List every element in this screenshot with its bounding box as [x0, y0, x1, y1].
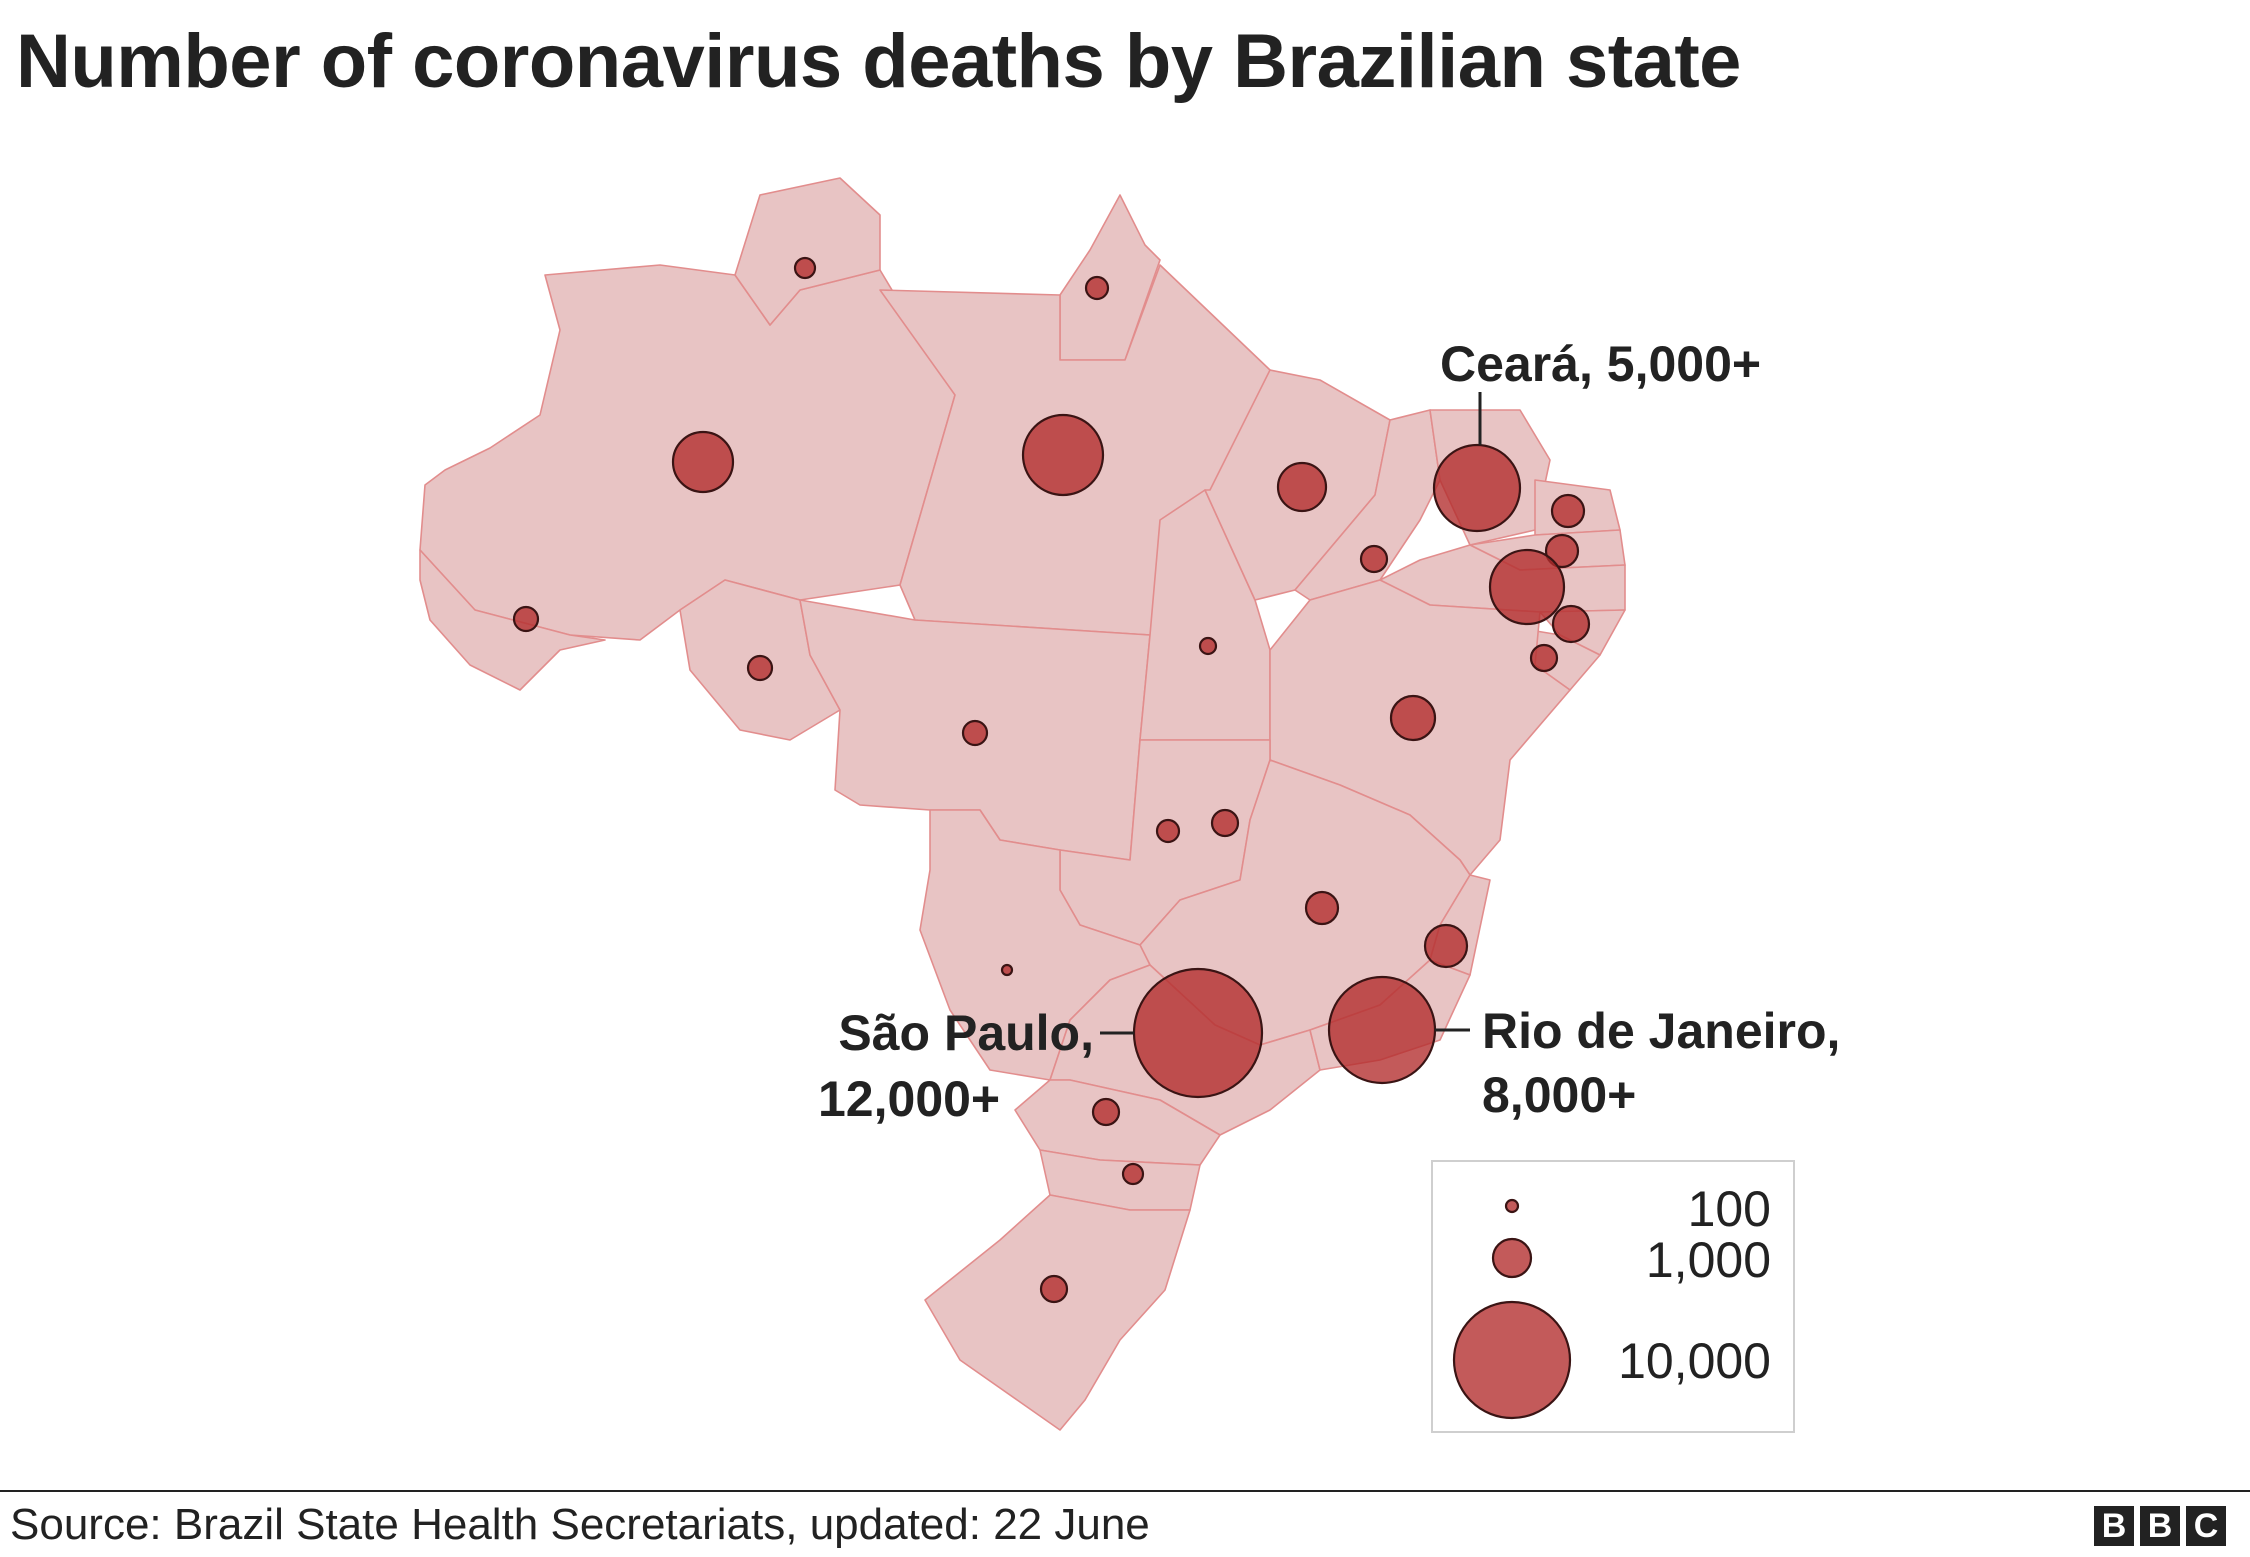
- bubble-bahia[interactable]: [1389, 694, 1437, 742]
- bubble-roraima[interactable]: [793, 256, 817, 280]
- bubble-piaui[interactable]: [1359, 544, 1389, 574]
- bbc-logo-letter-1: B: [2094, 1506, 2134, 1546]
- bbc-logo-letter-3: C: [2186, 1506, 2226, 1546]
- bubble-rondonia[interactable]: [746, 654, 774, 682]
- bubble-sergipe[interactable]: [1529, 643, 1559, 673]
- bubble-sao-paulo[interactable]: [1132, 967, 1264, 1099]
- bubble-parana[interactable]: [1091, 1097, 1121, 1127]
- legend-bubbles: [1452, 1198, 1572, 1420]
- ceara-label: Ceará, 5,000+: [1440, 336, 1761, 392]
- legend-label-100: 100: [1687, 1181, 1771, 1237]
- state-rio-grande-do-sul[interactable]: [924, 1194, 1191, 1431]
- bubble-mato-grosso[interactable]: [961, 719, 989, 747]
- rio-label-line1: Rio de Janeiro,: [1482, 1003, 1840, 1059]
- bubble-distrito-federal[interactable]: [1210, 808, 1240, 838]
- bubble-goias[interactable]: [1155, 818, 1181, 844]
- callouts-layer: Ceará, 5,000+ São Paulo, 12,000+ Rio de …: [818, 336, 1840, 1127]
- bubble-mato-grosso-do-sul[interactable]: [1000, 963, 1014, 977]
- bubble-rio-de-janeiro[interactable]: [1327, 975, 1437, 1085]
- state-roraima[interactable]: [734, 177, 881, 326]
- bubble-para[interactable]: [1021, 413, 1105, 497]
- legend-bubble-large: [1452, 1300, 1572, 1420]
- bubble-alagoas[interactable]: [1551, 604, 1591, 644]
- bubble-rio-grande-do-norte[interactable]: [1550, 493, 1586, 529]
- bubble-santa-catarina[interactable]: [1121, 1162, 1145, 1186]
- bubble-espirito-santo[interactable]: [1423, 923, 1469, 969]
- bubble-paraiba[interactable]: [1544, 533, 1580, 569]
- legend-bubble-medium: [1491, 1237, 1533, 1279]
- legend-label-10000: 10,000: [1618, 1333, 1771, 1389]
- legend-label-1000: 1,000: [1645, 1232, 1771, 1288]
- bubble-ceara[interactable]: [1432, 443, 1522, 533]
- bubble-amazonas[interactable]: [671, 430, 735, 494]
- bubble-amapa[interactable]: [1084, 275, 1110, 301]
- legend-bubble-small: [1504, 1198, 1520, 1214]
- bubbles-layer: [512, 256, 1591, 1304]
- bubble-maranhao[interactable]: [1276, 461, 1328, 513]
- source-note: Source: Brazil State Health Secretariats…: [10, 1500, 1150, 1549]
- sao-paulo-label-line1: São Paulo,: [838, 1005, 1094, 1061]
- sao-paulo-label-line2: 12,000+: [818, 1071, 1000, 1127]
- size-legend: 100 1,000 10,000: [1431, 1160, 1795, 1433]
- bbc-logo-letter-2: B: [2140, 1506, 2180, 1546]
- footer: Source: Brazil State Health Secretariats…: [0, 1490, 2250, 1557]
- bubble-acre[interactable]: [512, 605, 540, 633]
- bubble-tocantins[interactable]: [1198, 636, 1218, 656]
- bubble-rio-grande-do-sul[interactable]: [1039, 1274, 1069, 1304]
- rio-label-line2: 8,000+: [1482, 1067, 1636, 1123]
- bubble-pernambuco[interactable]: [1488, 548, 1566, 626]
- bubble-minas-gerais[interactable]: [1304, 890, 1340, 926]
- bbc-logo: B B C: [2094, 1506, 2226, 1546]
- map-title: Number of coronavirus deaths by Brazilia…: [16, 19, 1741, 104]
